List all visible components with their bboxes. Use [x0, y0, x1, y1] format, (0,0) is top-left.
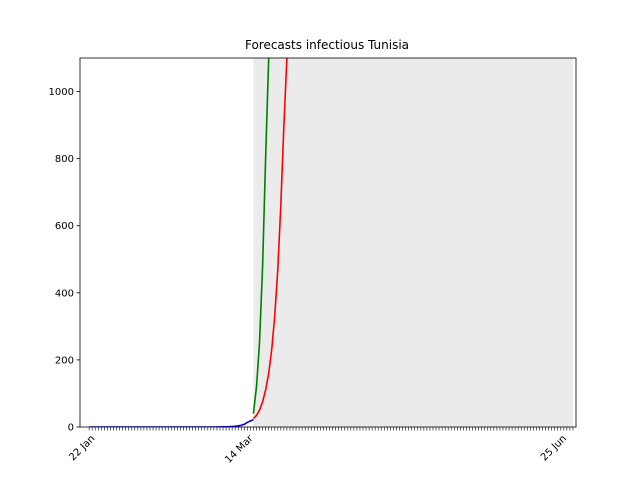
y-tick-label-400: 400 [55, 288, 74, 299]
y-tick-label-200: 200 [55, 355, 74, 366]
forecast-region [253, 58, 573, 427]
y-tick-label-800: 800 [55, 154, 74, 165]
series-line-2 [252, 58, 288, 420]
chart-title: Forecasts infectious Tunisia [245, 38, 409, 52]
y-tick-label-600: 600 [55, 221, 74, 232]
y-tick-label-1000: 1000 [49, 87, 74, 98]
y-tick-label-0: 0 [68, 423, 74, 434]
series-line-0 [89, 418, 254, 427]
series-line-1 [252, 58, 270, 414]
axes-frame [79, 57, 577, 428]
